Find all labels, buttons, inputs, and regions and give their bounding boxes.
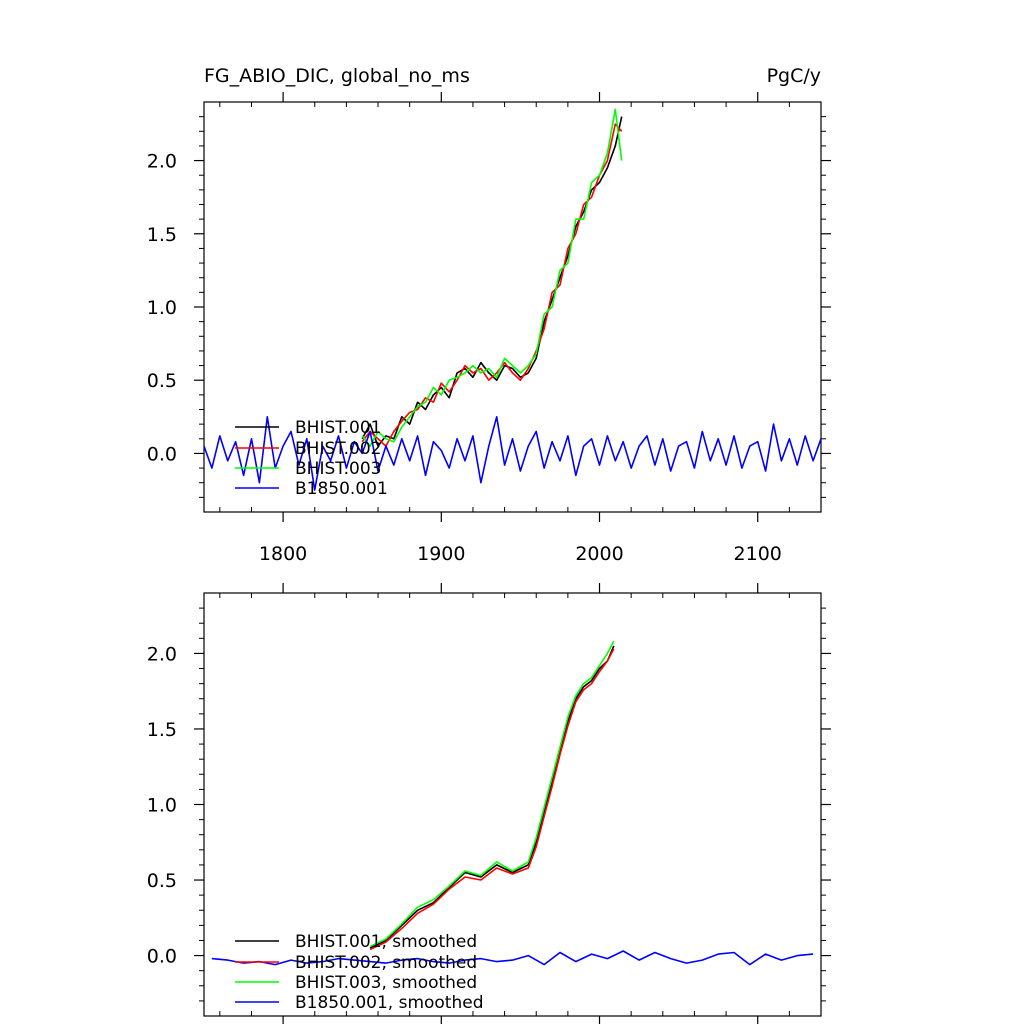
chart-title-right: PgC/y xyxy=(767,65,821,87)
y-tick-label: 0.5 xyxy=(147,370,177,392)
y-tick-label: 1.5 xyxy=(147,224,177,246)
legend-label: BHIST.003 xyxy=(295,459,381,479)
y-tick-label: 0.0 xyxy=(147,946,177,968)
series-line-3 xyxy=(369,640,615,948)
legend-label: BHIST.002, smoothed xyxy=(295,953,477,973)
x-tick-label: 1900 xyxy=(417,543,465,565)
y-tick-label: 1.0 xyxy=(147,297,177,319)
legend-label: BHIST.003, smoothed xyxy=(295,973,477,993)
series-line-4 xyxy=(211,950,814,966)
y-tick-label: 2.0 xyxy=(147,151,177,173)
legend-label: BHIST.001, smoothed xyxy=(295,932,477,952)
y-tick-label: 2.0 xyxy=(147,643,177,665)
chart-title-left: FG_ABIO_DIC, global_no_ms xyxy=(204,65,470,87)
panel-top: 1800 1900 2000 2100 0.0 0.5 1.0 1.5 2.0 BHIST.001… xyxy=(147,92,831,565)
y-tick-label: 1.0 xyxy=(147,795,177,817)
series-line-4 xyxy=(203,415,822,491)
legend-label: BHIST.001 xyxy=(295,418,381,438)
x-tick-label: 2000 xyxy=(575,543,623,565)
series-line-1 xyxy=(369,645,615,949)
x-tick-label: 2100 xyxy=(734,543,782,565)
legend-label: B1850.001, smoothed xyxy=(295,993,484,1013)
series-line-1 xyxy=(361,116,623,447)
x-tick-label: 1800 xyxy=(259,543,307,565)
y-tick-label: 0.0 xyxy=(147,443,177,465)
series-line-2 xyxy=(369,648,615,951)
y-tick-label: 1.5 xyxy=(147,719,177,741)
y-tick-label: 0.5 xyxy=(147,870,177,892)
series-line-3 xyxy=(361,108,623,447)
legend-label: BHIST.002 xyxy=(295,439,381,459)
series-line-2 xyxy=(361,123,623,447)
legend-label: B1850.001 xyxy=(295,479,388,499)
